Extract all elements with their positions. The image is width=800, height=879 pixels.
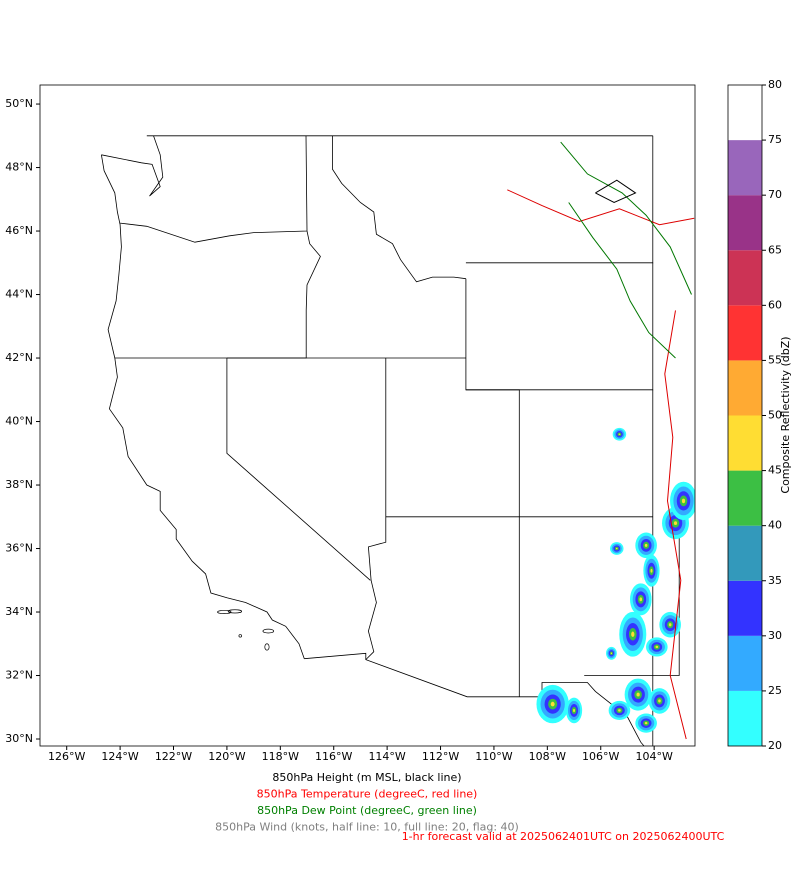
border-line	[465, 389, 520, 697]
colorbar-bin	[728, 635, 762, 691]
echo	[639, 597, 643, 602]
border-line	[304, 652, 645, 746]
contour	[664, 310, 687, 740]
colorbar-tick-label: 35	[768, 574, 782, 587]
border-line	[101, 135, 164, 197]
forecast-caption: 1-hr forecast valid at 2025062401UTC on …	[402, 830, 725, 843]
island	[262, 628, 275, 634]
y-tick-label: 38°N	[5, 478, 33, 491]
y-tick-label: 32°N	[5, 669, 33, 682]
border-line	[332, 135, 466, 283]
echo	[618, 433, 621, 435]
colorbar-tick-label: 20	[768, 739, 782, 752]
y-tick-label: 34°N	[5, 605, 33, 618]
echo	[615, 547, 618, 550]
echo	[658, 699, 661, 703]
echo	[650, 568, 653, 573]
echo	[573, 708, 576, 712]
contour	[507, 189, 695, 226]
colorbar-bin	[728, 580, 762, 636]
y-tick-label: 46°N	[5, 224, 33, 237]
colorbar-tick-label: 30	[768, 629, 782, 642]
y-tick-label: 50°N	[5, 97, 33, 110]
colorbar-tick-label: 75	[768, 133, 782, 146]
colorbar-tick-label: 60	[768, 298, 782, 311]
x-tick-label: 124°W	[101, 750, 138, 763]
echo	[550, 701, 555, 707]
colorbar-bin	[728, 305, 762, 361]
caption: 850hPa Height (m MSL, black line)	[272, 771, 461, 784]
contour	[568, 202, 676, 359]
colorbar-tick-label: 80	[768, 78, 782, 91]
echo	[631, 631, 635, 637]
x-tick-label: 122°W	[155, 750, 192, 763]
colorbar-bin	[728, 195, 762, 251]
colorbar-tick-label: 25	[768, 684, 782, 697]
colorbar-tick-label: 40	[768, 519, 782, 532]
echo	[681, 498, 686, 504]
x-tick-label: 118°W	[262, 750, 299, 763]
contour	[560, 141, 692, 295]
x-tick-label: 120°W	[208, 750, 245, 763]
map-frame	[39, 84, 696, 747]
echo	[655, 645, 659, 649]
echo	[618, 709, 621, 712]
colorbar-tick-label: 70	[768, 188, 782, 201]
echo	[644, 543, 648, 547]
caption: 850hPa Temperature (degreeC, red line)	[257, 788, 478, 801]
echo	[644, 721, 648, 725]
colorbar-tick-label: 50	[768, 409, 782, 422]
caption: 850hPa Wind (knots, half line: 10, full …	[215, 821, 519, 834]
border-line	[465, 135, 654, 264]
echo	[668, 623, 672, 627]
colorbar-tick-label: 65	[768, 243, 782, 256]
border-line	[365, 358, 387, 660]
x-tick-label: 110°W	[475, 750, 512, 763]
y-tick-label: 44°N	[5, 288, 33, 301]
colorbar-bin	[728, 250, 762, 306]
island	[238, 634, 242, 638]
y-tick-label: 40°N	[5, 415, 33, 428]
x-tick-label: 106°W	[582, 750, 619, 763]
island	[227, 609, 243, 614]
x-tick-label: 108°W	[529, 750, 566, 763]
y-tick-label: 36°N	[5, 542, 33, 555]
colorbar-bin	[728, 360, 762, 416]
border-line	[465, 262, 654, 391]
border-line	[226, 358, 371, 581]
x-tick-label: 114°W	[368, 750, 405, 763]
echo	[610, 652, 613, 655]
colorbar-bin	[728, 140, 762, 196]
contour	[595, 179, 637, 204]
colorbar-label: Composite Reflectivity (dbZ)	[779, 336, 792, 493]
island	[217, 610, 232, 614]
colorbar-tick-label: 55	[768, 353, 782, 366]
y-tick-label: 48°N	[5, 161, 33, 174]
colorbar-bin	[728, 690, 762, 746]
colorbar-tick-label: 45	[768, 464, 782, 477]
x-tick-label: 116°W	[315, 750, 352, 763]
border-line	[101, 154, 305, 659]
y-tick-label: 30°N	[5, 732, 33, 745]
map-layer	[101, 135, 695, 746]
caption: 850hPa Dew Point (degreeC, green line)	[257, 804, 477, 817]
colorbar-bin	[728, 415, 762, 471]
x-tick-label: 126°W	[48, 750, 85, 763]
x-tick-label: 104°W	[635, 750, 672, 763]
colorbar-bin	[728, 525, 762, 581]
echo	[636, 692, 640, 697]
echo	[673, 521, 678, 526]
x-tick-label: 112°W	[422, 750, 459, 763]
y-tick-label: 42°N	[5, 351, 33, 364]
border-line	[114, 230, 321, 359]
border-line	[120, 135, 308, 243]
colorbar-bin	[728, 85, 762, 141]
island	[264, 643, 270, 651]
colorbar-bin	[728, 470, 762, 526]
